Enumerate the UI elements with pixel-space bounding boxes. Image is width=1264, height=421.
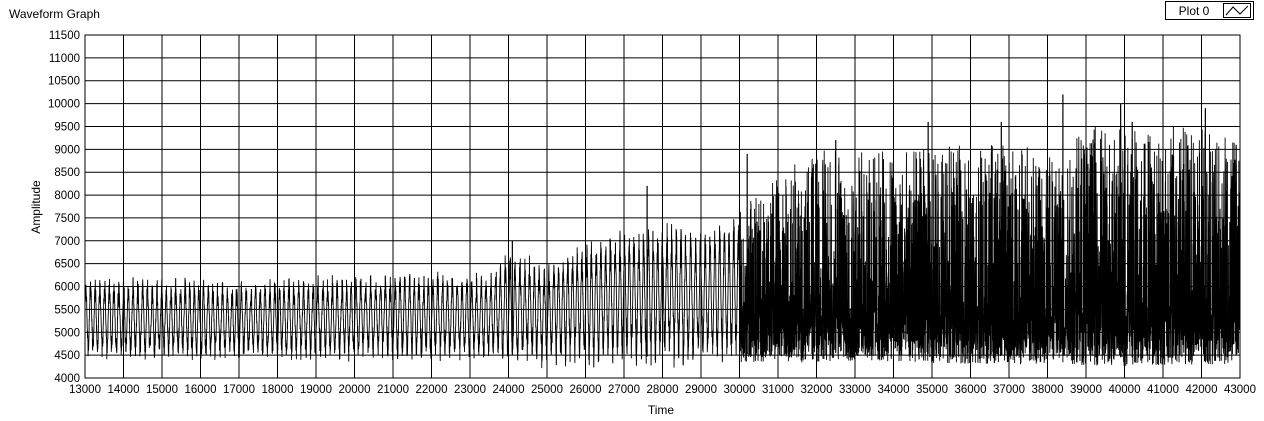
x-tick-label: 13000 — [69, 384, 101, 396]
x-tick-label: 29000 — [685, 384, 717, 396]
y-tick-label: 6000 — [54, 282, 80, 294]
x-tick-label: 24000 — [493, 384, 525, 396]
x-tick-label: 21000 — [377, 384, 409, 396]
y-tick-label: 5500 — [54, 304, 80, 316]
y-tick-label: 7500 — [54, 213, 80, 225]
y-tick-label: 4000 — [54, 373, 80, 385]
x-tick-label: 32000 — [801, 384, 833, 396]
x-tick-label: 43000 — [1224, 384, 1256, 396]
x-tick-label: 37000 — [993, 384, 1025, 396]
x-tick-label: 42000 — [1186, 384, 1218, 396]
x-tick-label: 41000 — [1147, 384, 1179, 396]
x-tick-label: 17000 — [223, 384, 255, 396]
series-trace-plot-0 — [84, 125, 1241, 369]
x-tick-label: 16000 — [185, 384, 217, 396]
y-tick-label: 11500 — [49, 30, 80, 42]
graph-title: Waveform Graph — [9, 7, 100, 21]
y-tick-label: 10500 — [48, 76, 80, 88]
x-tick-label: 14000 — [108, 384, 140, 396]
x-tick-label: 25000 — [531, 384, 563, 396]
x-tick-label: 18000 — [262, 384, 294, 396]
x-tick-label: 31000 — [762, 384, 794, 396]
y-tick-label: 10000 — [48, 99, 80, 111]
plot-legend[interactable]: Plot 0 — [1165, 1, 1254, 20]
line-style-glyph — [1225, 5, 1249, 16]
x-tick-label: 20000 — [339, 384, 371, 396]
x-tick-label: 23000 — [454, 384, 486, 396]
x-tick-label: 15000 — [146, 384, 178, 396]
x-tick-label: 35000 — [916, 384, 948, 396]
y-tick-label: 5000 — [54, 327, 80, 339]
x-tick-label: 19000 — [300, 384, 332, 396]
y-tick-label: 7000 — [54, 236, 80, 248]
x-tick-label: 30000 — [724, 384, 756, 396]
legend-label: Plot 0 — [1178, 3, 1210, 18]
y-tick-label: 11000 — [49, 53, 80, 65]
x-tick-label: 33000 — [839, 384, 871, 396]
y-tick-label: 9500 — [54, 121, 80, 133]
x-tick-label: 36000 — [955, 384, 987, 396]
x-tick-label: 34000 — [878, 384, 910, 396]
x-tick-label: 27000 — [608, 384, 640, 396]
x-tick-label: 40000 — [1109, 384, 1141, 396]
y-tick-label: 9000 — [54, 144, 80, 156]
x-tick-label: 28000 — [647, 384, 679, 396]
x-tick-label: 39000 — [1070, 384, 1102, 396]
x-tick-label: 38000 — [1032, 384, 1064, 396]
x-axis-title: Time — [647, 403, 675, 417]
x-tick-label: 22000 — [416, 384, 448, 396]
x-tick-label: 26000 — [570, 384, 602, 396]
plot-border — [84, 34, 1241, 379]
y-tick-label: 8000 — [54, 190, 80, 202]
y-tick-label: 6500 — [54, 259, 80, 271]
line-style-icon[interactable] — [1223, 3, 1251, 18]
y-tick-label: 8500 — [54, 167, 80, 179]
y-tick-label: 4500 — [54, 350, 80, 362]
